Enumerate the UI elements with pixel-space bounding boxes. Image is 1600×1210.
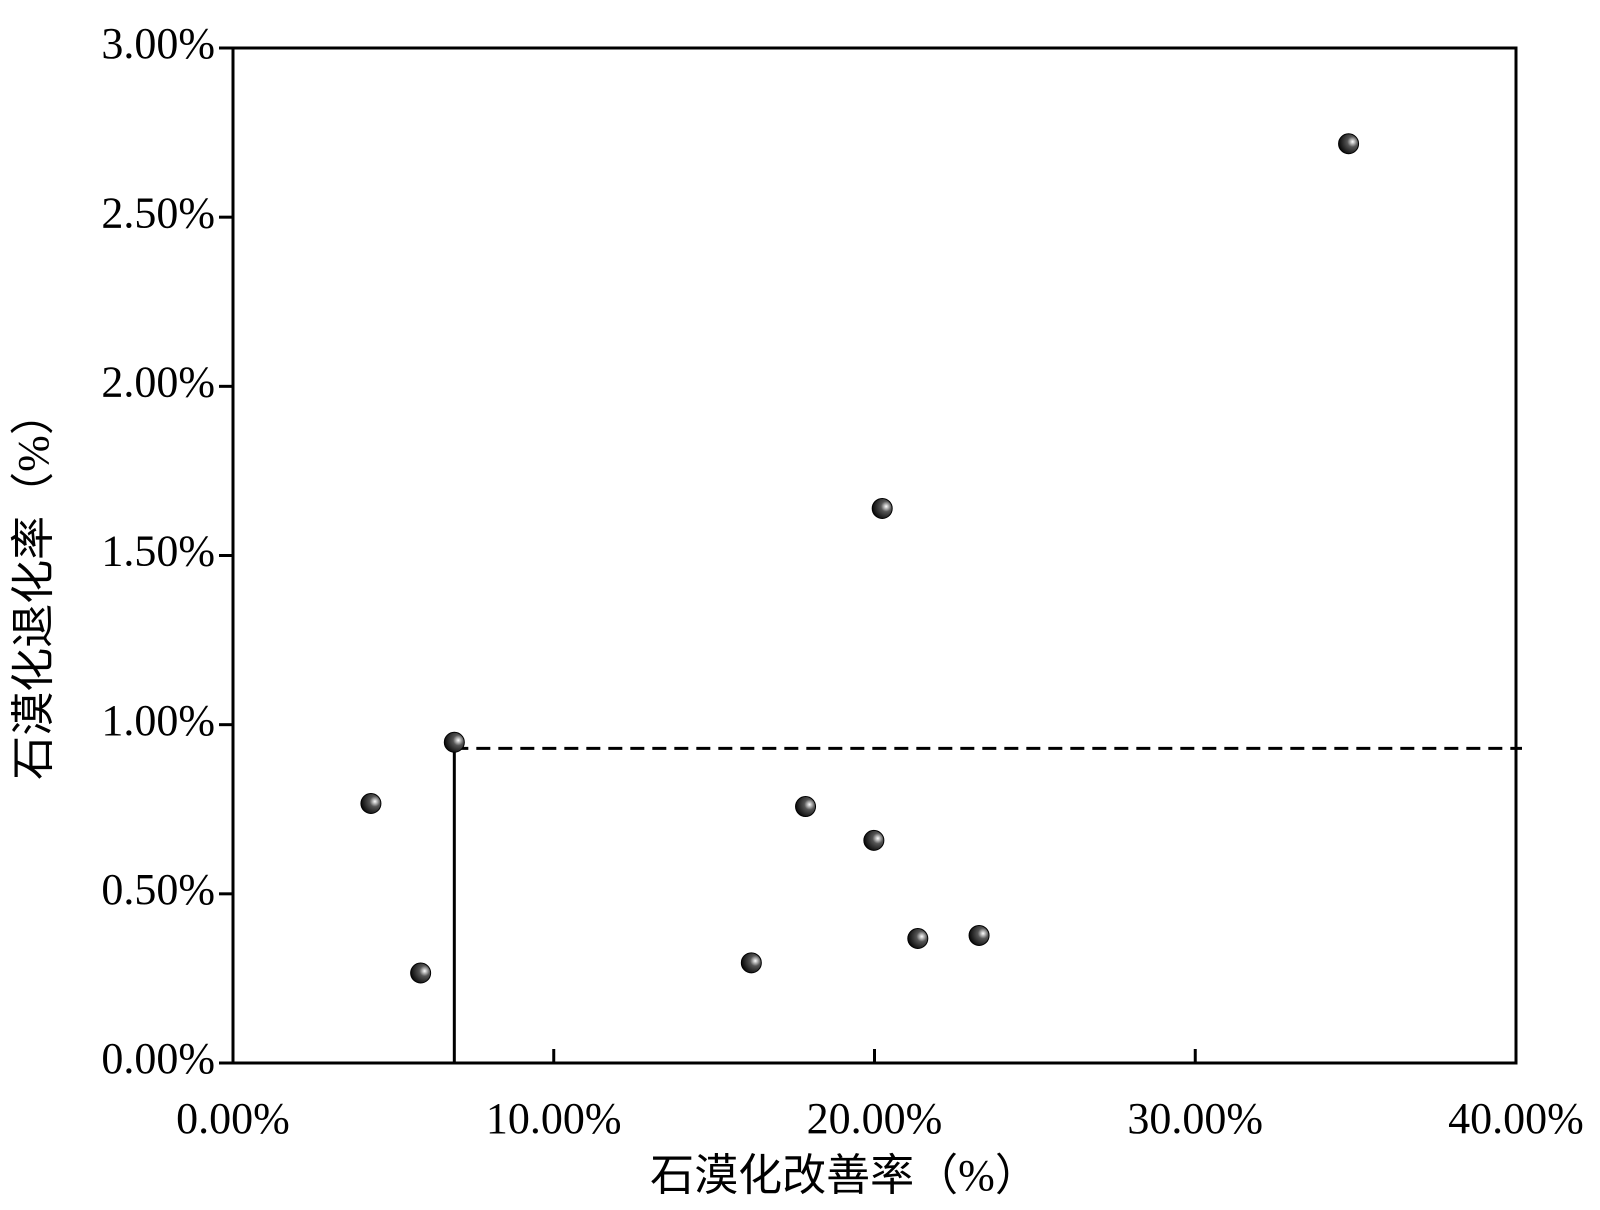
point bbox=[863, 829, 885, 851]
point bbox=[795, 796, 817, 818]
point bbox=[740, 952, 762, 974]
x-tick-label: 10.00% bbox=[486, 1094, 622, 1143]
x-tick-label: 20.00% bbox=[807, 1094, 943, 1143]
point bbox=[968, 924, 990, 946]
y-tick-label: 1.00% bbox=[101, 696, 215, 745]
y-tick-label: 0.50% bbox=[101, 865, 215, 914]
plot-frame bbox=[231, 46, 1518, 1065]
y-tick-label: 2.50% bbox=[101, 188, 215, 237]
x-axis-label: 石漠化改善率（%） bbox=[650, 1151, 1039, 1200]
point bbox=[907, 927, 929, 949]
x-tick-label: 30.00% bbox=[1127, 1094, 1263, 1143]
y-tick-label: 1.50% bbox=[101, 527, 215, 576]
y-axis-label: 石漠化退化率（%） bbox=[9, 391, 58, 780]
point bbox=[410, 962, 432, 984]
y-tick-label: 0.00% bbox=[101, 1034, 215, 1083]
point bbox=[871, 497, 893, 519]
point bbox=[1338, 133, 1360, 155]
y-tick-label: 2.00% bbox=[101, 357, 215, 406]
y-tick-label: 3.00% bbox=[101, 19, 215, 68]
x-tick-label: 0.00% bbox=[176, 1094, 290, 1143]
point bbox=[443, 731, 465, 753]
x-tick-label: 40.00% bbox=[1448, 1094, 1584, 1143]
point bbox=[360, 792, 382, 814]
